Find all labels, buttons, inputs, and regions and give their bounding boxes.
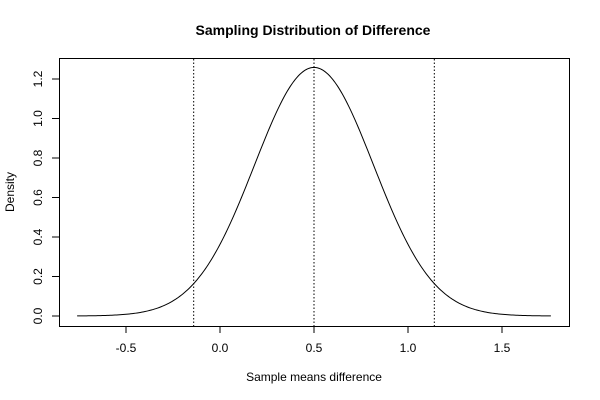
x-tick-label: 0.0: [212, 341, 229, 355]
x-tick-label: 0.5: [306, 341, 323, 355]
x-tick-label: 1.5: [494, 341, 511, 355]
y-tick-label: 0.0: [31, 307, 45, 324]
y-tick-label: 0.8: [31, 149, 45, 166]
y-tick-label: 0.4: [31, 228, 45, 245]
x-axis-label: Sample means difference: [246, 370, 382, 384]
y-axis: 0.0 0.2 0.4 0.6 0.8 1.0 1.2: [31, 70, 60, 324]
y-tick-label: 0.6: [31, 189, 45, 206]
x-tick-label: -0.5: [116, 341, 137, 355]
x-tick-label: 1.0: [400, 341, 417, 355]
y-axis-label: Density: [3, 172, 17, 212]
y-tick-label: 1.2: [31, 70, 45, 87]
chart-title: Sampling Distribution of Difference: [196, 22, 431, 38]
reference-lines: [193, 59, 435, 326]
x-axis: -0.5 0.0 0.5 1.0 1.5: [116, 326, 511, 355]
density-curve: [77, 66, 551, 317]
y-tick-label: 1.0: [31, 110, 45, 127]
y-tick-label: 0.2: [31, 268, 45, 285]
